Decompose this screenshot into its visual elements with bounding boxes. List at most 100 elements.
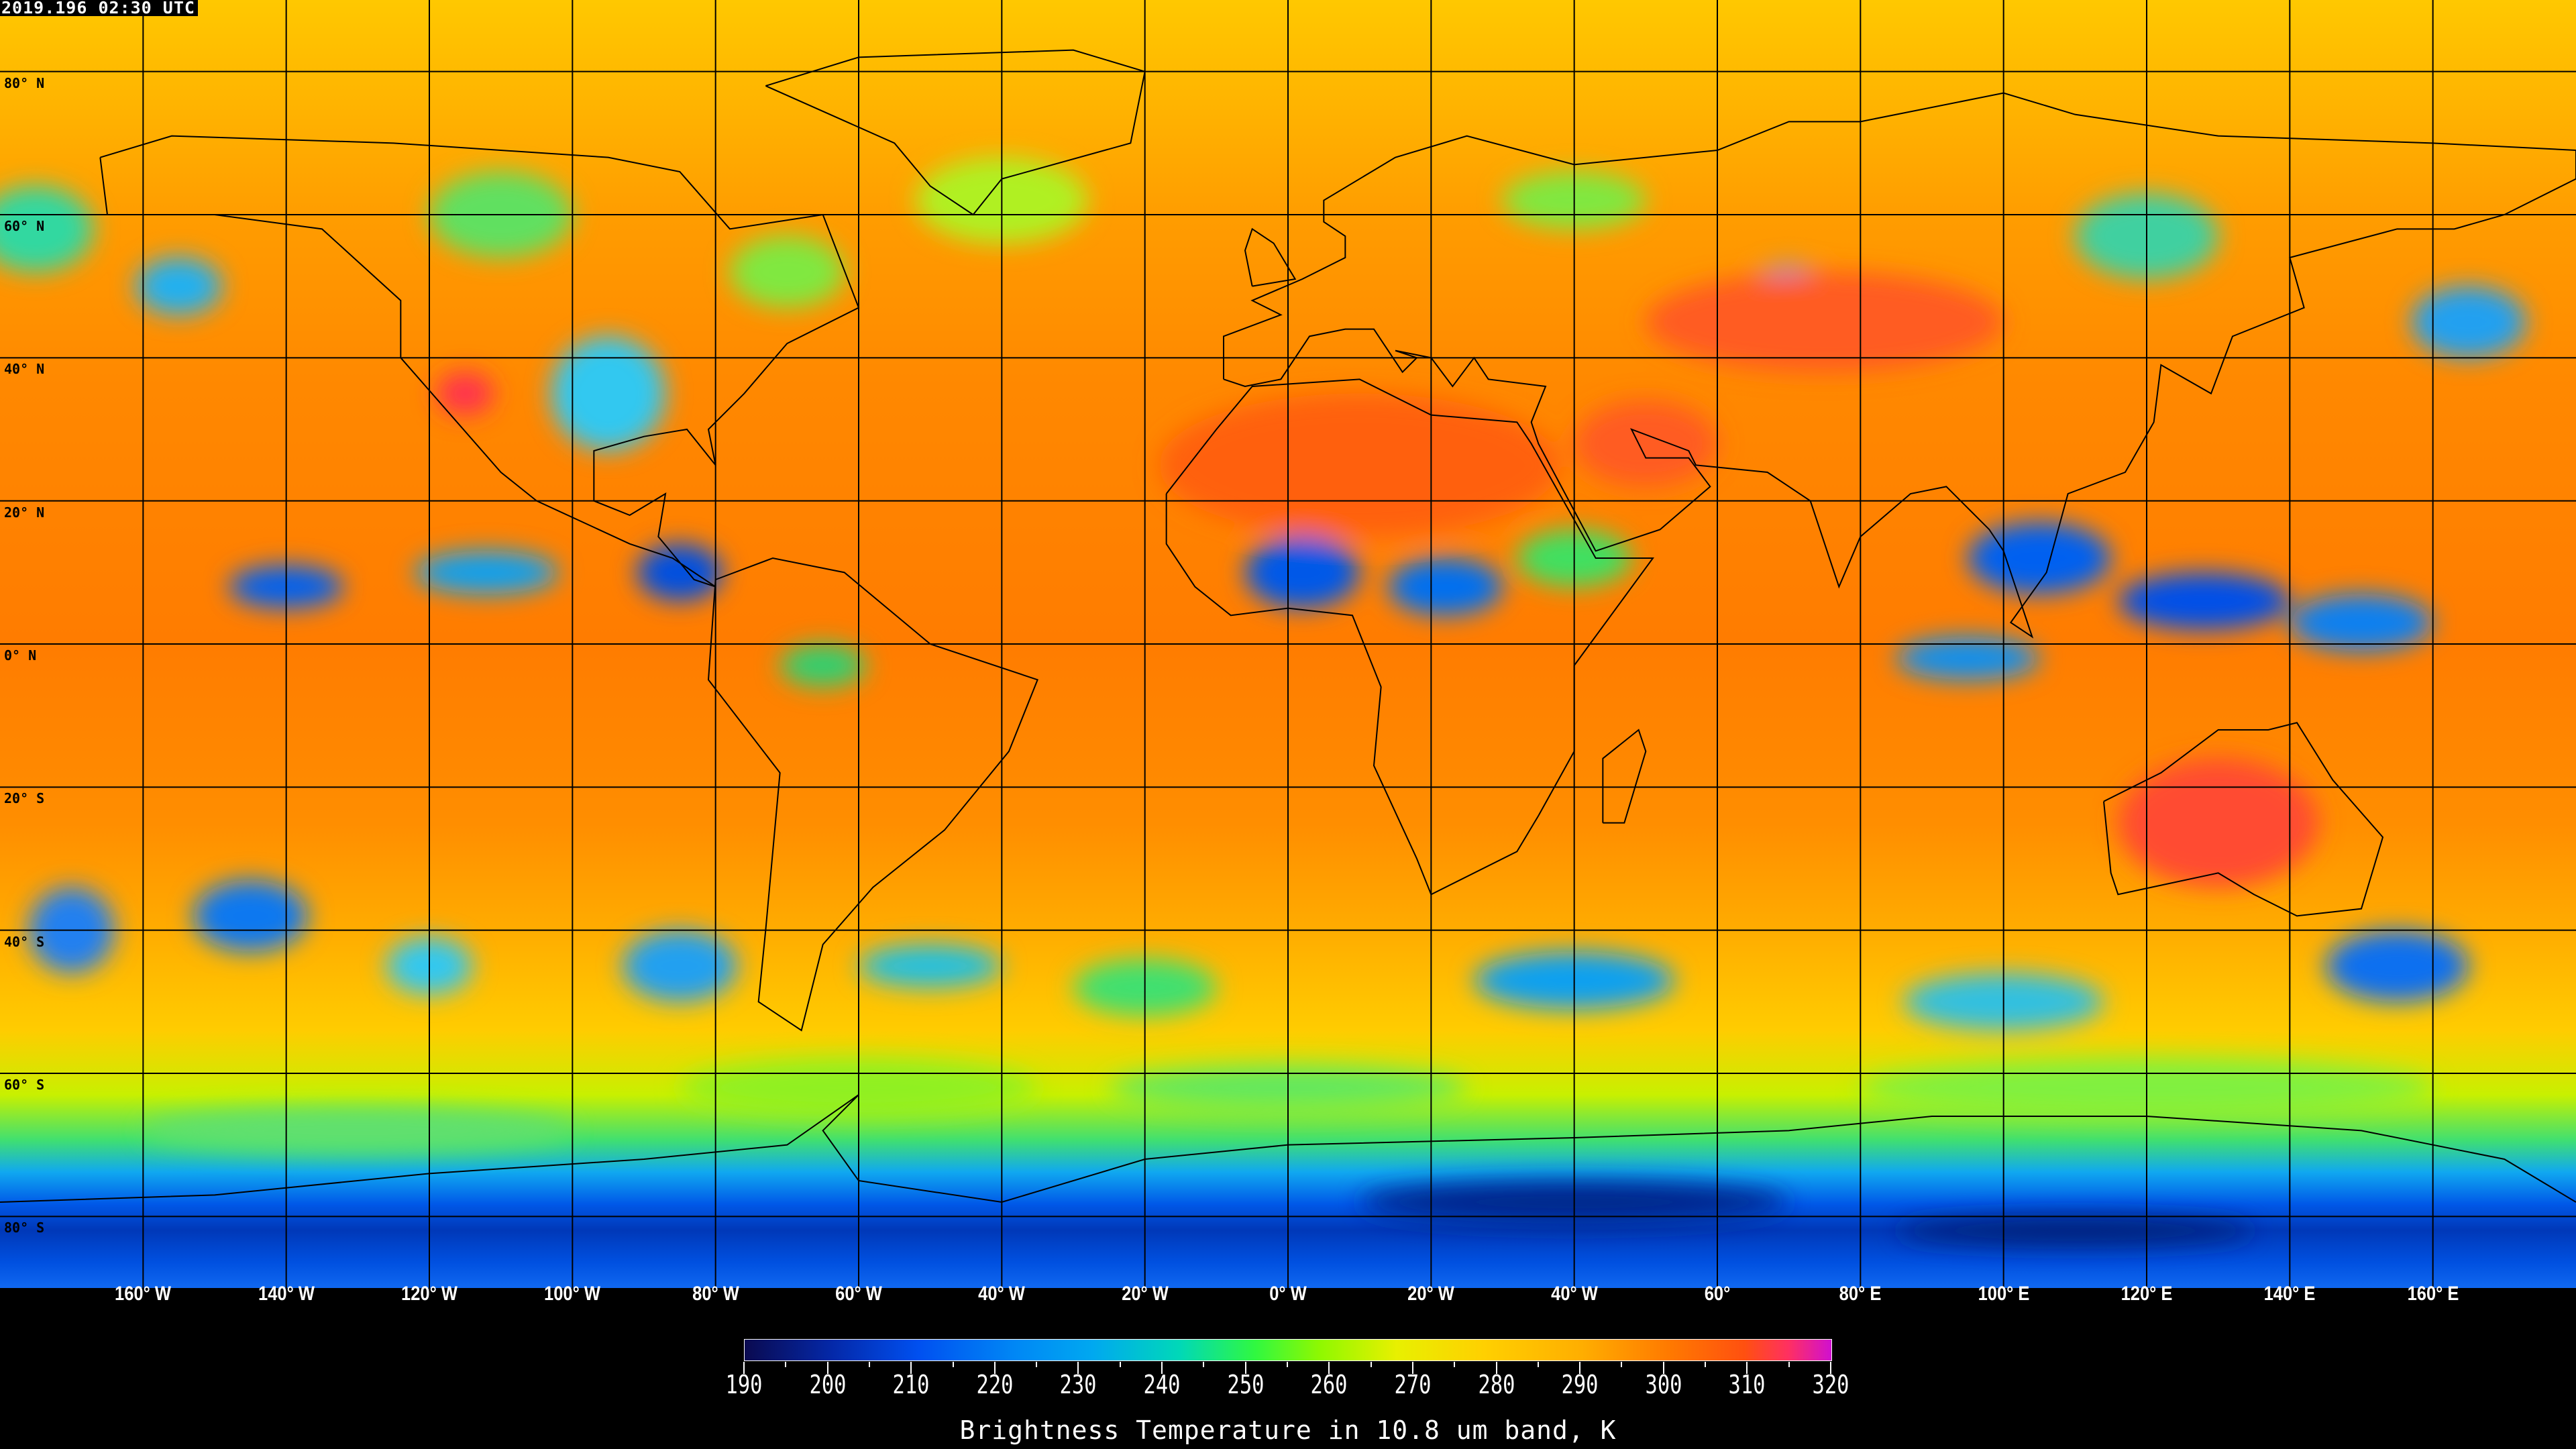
colorbar-tick <box>994 1362 996 1374</box>
colorbar-tick-label: 300 <box>1645 1370 1682 1399</box>
latitude-label: 80° S <box>4 1220 45 1236</box>
cloud-blob <box>2290 594 2433 651</box>
cloud-blob <box>136 257 222 315</box>
coastline <box>765 49 1146 216</box>
latitude-label: 0° N <box>4 647 37 663</box>
coastline <box>99 135 860 588</box>
colorbar-tick <box>1454 1362 1456 1367</box>
colorbar-tick <box>1411 1362 1413 1374</box>
colorbar-tick <box>910 1362 912 1374</box>
colorbar-tick <box>952 1362 954 1367</box>
longitude-label: 160° E <box>2407 1283 2459 1305</box>
colorbar-tick-label: 210 <box>892 1370 930 1399</box>
colorbar-tick <box>1203 1362 1205 1367</box>
colorbar-tick <box>1328 1362 1330 1374</box>
colorbar-tick <box>1579 1362 1581 1374</box>
cloud-blob <box>858 944 1002 988</box>
longitude-label: 40° W <box>978 1283 1026 1305</box>
colorbar-tick-label: 270 <box>1394 1370 1432 1399</box>
timestamp-label: 2019.196 02:30 UTC <box>0 0 198 16</box>
coastline <box>1165 378 1654 896</box>
longitude-label: 60° <box>1704 1283 1731 1305</box>
colorbar-title: Brightness Temperature in 10.8 um band, … <box>959 1415 1617 1445</box>
longitude-label: 60° W <box>835 1283 882 1305</box>
graticule <box>0 0 2576 1288</box>
longitude-label: 80° W <box>692 1283 739 1305</box>
latitude-label: 80° N <box>4 74 45 91</box>
cloud-blob <box>637 543 723 602</box>
longitude-label: 140° E <box>2263 1283 2316 1305</box>
coastline <box>707 557 1038 1032</box>
cloud-blob <box>1646 272 2004 372</box>
colorbar-tick <box>826 1362 828 1374</box>
colorbar-tick <box>743 1362 745 1374</box>
cloud-blob <box>1896 637 2040 680</box>
colorbar-tick-label: 310 <box>1728 1370 1766 1399</box>
coastline <box>1602 729 1647 824</box>
colorbar-tick-label: 290 <box>1561 1370 1599 1399</box>
longitude-label: 20° W <box>1121 1283 1169 1305</box>
colorbar-tick-label: 200 <box>809 1370 847 1399</box>
colorbar-tick <box>1287 1362 1288 1367</box>
colorbar-tick <box>1705 1362 1707 1367</box>
colorbar-tick-label: 320 <box>1812 1370 1849 1399</box>
cloud-blob <box>2411 286 2526 358</box>
colorbar-tick <box>1495 1362 1497 1374</box>
cloud-blob <box>622 930 737 1002</box>
cloud-blob <box>1244 536 1360 608</box>
colorbar-tick-label: 230 <box>1059 1370 1097 1399</box>
cloud-blob <box>2118 758 2319 888</box>
longitude-label: 140° W <box>258 1283 315 1305</box>
cloud-blob <box>1159 393 1560 537</box>
latitude-label: 60° N <box>4 218 45 234</box>
colorbar-tick <box>785 1362 787 1367</box>
cloud-blob <box>2118 572 2290 630</box>
colorbar-tick-label: 250 <box>1227 1370 1265 1399</box>
longitude-label: 80° E <box>1839 1283 1882 1305</box>
colorbar-tick-label: 260 <box>1310 1370 1348 1399</box>
colorbar-tick-label: 240 <box>1143 1370 1181 1399</box>
cloud-blob <box>193 879 308 952</box>
latitude-label: 60° S <box>4 1077 45 1093</box>
colorbar <box>744 1339 1832 1361</box>
colorbar-tick <box>1370 1362 1372 1367</box>
cloud-blob <box>1574 400 1718 487</box>
cloud-blob <box>436 372 494 415</box>
cloud-blob <box>1896 1216 2255 1246</box>
colorbar-tick <box>1077 1362 1079 1374</box>
colorbar-tick-label: 280 <box>1478 1370 1515 1399</box>
longitude-label: 120° E <box>2121 1283 2173 1305</box>
colorbar-tick <box>868 1362 870 1367</box>
longitude-label: 120° W <box>401 1283 458 1305</box>
latitude-label: 20° S <box>4 790 45 807</box>
longitude-label: 0° W <box>1269 1283 1307 1305</box>
cloud-blob <box>2325 930 2469 1002</box>
colorbar-tick <box>1830 1362 1831 1374</box>
colorbar-tick-label: 220 <box>976 1370 1014 1399</box>
cloud-blob <box>780 643 866 688</box>
latitude-label: 20° N <box>4 504 45 521</box>
longitude-label: 160° W <box>115 1283 172 1305</box>
colorbar-tick <box>1537 1362 1539 1367</box>
colorbar-tick <box>1621 1362 1623 1367</box>
latitude-label: 40° N <box>4 361 45 378</box>
longitude-label: 20° W <box>1407 1283 1455 1305</box>
colorbar-tick <box>1119 1362 1121 1367</box>
longitude-label: 40° W <box>1550 1283 1598 1305</box>
colorbar-tick <box>1788 1362 1790 1367</box>
colorbar-tick <box>1662 1362 1664 1374</box>
cloud-blob <box>415 551 559 594</box>
longitude-label: 100° E <box>1978 1283 2030 1305</box>
cloud-blob <box>143 1109 573 1152</box>
satellite-brightness-temperature-map <box>0 0 2576 1288</box>
colorbar-tick-label: 190 <box>725 1370 763 1399</box>
coastline <box>0 1094 2576 1203</box>
cloud-blob <box>1388 557 1503 616</box>
longitude-label: 100° W <box>544 1283 601 1305</box>
cloud-blob <box>729 235 845 308</box>
coastline <box>2103 722 2384 917</box>
latitude-label: 40° S <box>4 933 45 950</box>
colorbar-tick <box>1746 1362 1748 1374</box>
colorbar-tick <box>1036 1362 1038 1367</box>
cloud-blob <box>0 186 93 272</box>
